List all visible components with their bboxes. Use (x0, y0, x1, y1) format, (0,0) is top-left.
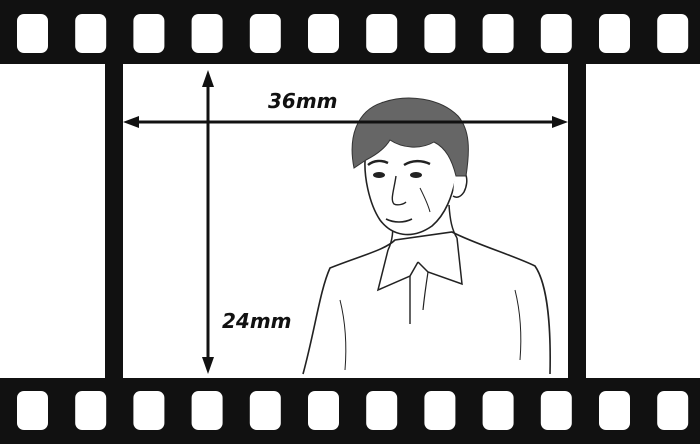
sprocket-hole-bottom (75, 391, 107, 430)
sprocket-hole-bottom (249, 391, 281, 430)
sprocket-hole-bottom (482, 391, 514, 430)
sprocket-hole-top (75, 14, 107, 53)
sprocket-hole-bottom (191, 391, 223, 430)
sprocket-hole-top (424, 14, 456, 53)
sprocket-hole-top (540, 14, 572, 53)
sprocket-hole-bottom (133, 391, 165, 430)
height-dimension-label: 24mm (222, 309, 292, 333)
sprocket-hole-top (133, 14, 165, 53)
sprocket-holes-top (17, 14, 689, 53)
sprocket-hole-top (366, 14, 398, 53)
film-band-top (0, 0, 700, 64)
sprocket-holes-bottom (17, 391, 689, 430)
man-portrait-icon (302, 97, 551, 375)
sprocket-hole-top (308, 14, 339, 53)
sprocket-hole-bottom (657, 391, 689, 430)
frame-divider-right (568, 64, 586, 378)
sprocket-hole-bottom (599, 391, 630, 430)
frame-divider-left (105, 64, 123, 378)
sprocket-hole-bottom (308, 391, 339, 430)
double-arrow-vertical-icon (202, 70, 214, 374)
sprocket-hole-top (191, 14, 223, 53)
sprocket-hole-top (249, 14, 281, 53)
sprocket-hole-bottom (17, 391, 48, 430)
width-dimension-label: 36mm (268, 89, 338, 113)
sprocket-hole-top (17, 14, 48, 53)
sprocket-hole-top (657, 14, 689, 53)
sprocket-hole-top (599, 14, 630, 53)
sprocket-hole-bottom (540, 391, 572, 430)
sprocket-hole-bottom (366, 391, 398, 430)
film-band-bottom (0, 378, 700, 444)
sprocket-hole-top (482, 14, 514, 53)
double-arrow-horizontal-icon (123, 116, 568, 128)
sprocket-hole-bottom (424, 391, 456, 430)
